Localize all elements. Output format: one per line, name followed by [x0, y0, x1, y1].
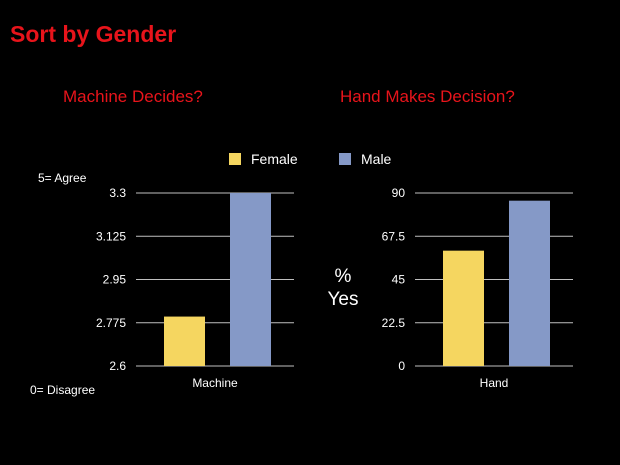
pct-symbol: %: [334, 266, 352, 287]
ytick-machine-0: 3.3: [109, 186, 126, 200]
disagree-label: 0= Disagree: [30, 383, 96, 397]
agree-label: 5= Agree: [38, 171, 87, 185]
legend-label-male: Male: [361, 151, 392, 167]
ytick-machine-1: 3.125: [96, 229, 126, 243]
bar-machine-male: [230, 193, 271, 366]
ytick-machine-3: 2.775: [96, 316, 126, 330]
pct-yes-label: % Yes: [326, 265, 360, 311]
bar-hand-male: [509, 200, 550, 366]
bar-hand-female: [443, 250, 484, 366]
ytick-hand-3: 22.5: [382, 316, 406, 330]
category-label-hand: Hand: [480, 376, 509, 390]
ytick-hand-2: 45: [392, 273, 406, 287]
ytick-machine-4: 2.6: [109, 359, 126, 373]
ytick-machine-2: 2.95: [103, 273, 127, 287]
category-label-machine: Machine: [192, 376, 238, 390]
chart-title-machine: Machine Decides?: [63, 87, 203, 106]
legend-label-female: Female: [251, 151, 298, 167]
slide-title: Sort by Gender: [10, 21, 177, 47]
legend-swatch-female: [229, 153, 241, 165]
ytick-hand-1: 67.5: [382, 229, 406, 243]
ytick-hand-0: 90: [392, 186, 406, 200]
legend-swatch-male: [339, 153, 351, 165]
chart-title-hand: Hand Makes Decision?: [340, 87, 515, 106]
ytick-hand-4: 0: [398, 359, 405, 373]
bar-machine-female: [164, 316, 205, 366]
yes-word: Yes: [327, 289, 359, 310]
